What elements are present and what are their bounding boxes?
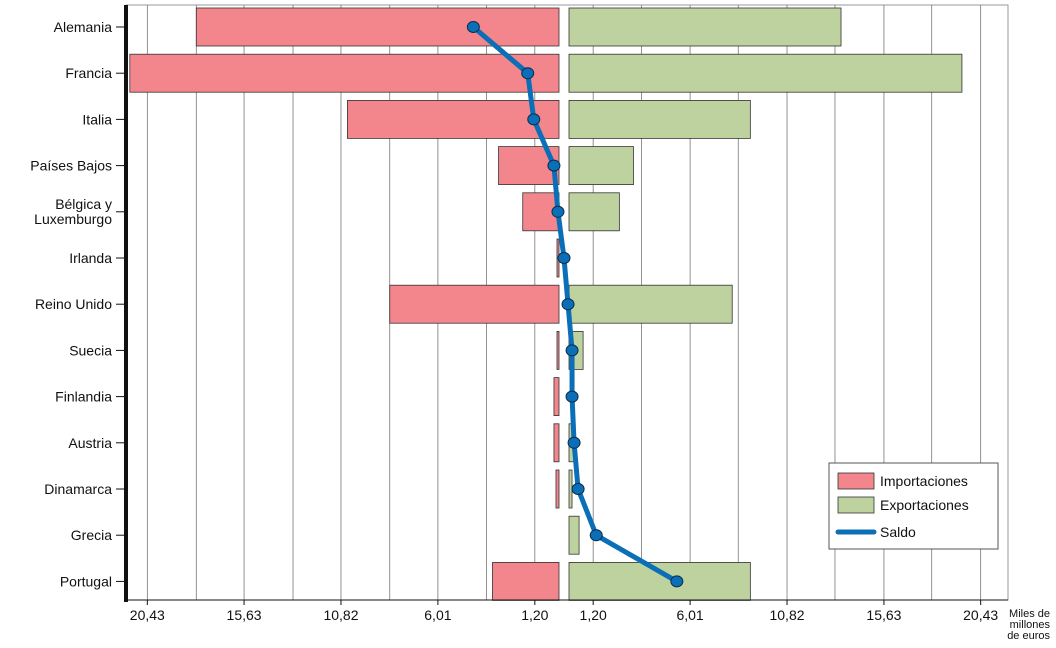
category-label: Finlandia xyxy=(55,389,112,405)
export-bar xyxy=(568,100,751,139)
saldo-point xyxy=(571,483,585,495)
saldo-point xyxy=(466,21,480,33)
import-bar xyxy=(553,377,560,417)
x-tick-label: 6,01 xyxy=(424,607,451,623)
category-label: Suecia xyxy=(69,342,112,358)
saldo-point xyxy=(567,436,581,449)
import-bar xyxy=(555,469,560,509)
saldo-point xyxy=(551,205,565,218)
export-bar xyxy=(568,562,751,601)
saldo-point xyxy=(589,529,603,542)
saldo-point xyxy=(557,252,571,264)
import-bar xyxy=(556,330,560,370)
saldo-point xyxy=(565,390,579,403)
export-bar xyxy=(568,53,963,93)
axes xyxy=(116,5,1008,605)
legend-swatch-exportaciones xyxy=(837,496,875,514)
category-label: Irlanda xyxy=(69,250,112,266)
category-label: Portugal xyxy=(60,573,112,589)
export-bar xyxy=(568,469,573,509)
import-bar xyxy=(389,284,560,324)
x-tick-label: 15,63 xyxy=(866,607,901,623)
export-bar xyxy=(568,7,842,47)
saldo-point xyxy=(547,159,561,172)
category-label: Países Bajos xyxy=(30,158,112,174)
legend-swatch-importaciones xyxy=(837,472,875,490)
x-axis-unit-label: Miles de millones de euros xyxy=(1007,608,1050,642)
labels: Alemania Francia Italia Países Bajos Bélgica… xyxy=(30,19,1050,642)
x-tick-label: 10,82 xyxy=(323,607,358,623)
category-label: Italia xyxy=(82,111,112,127)
x-tick-label: 10,82 xyxy=(769,607,804,623)
x-tick-label: 1,20 xyxy=(580,607,607,623)
saldo-point xyxy=(521,67,535,80)
import-bar xyxy=(195,7,560,47)
category-label: Grecia xyxy=(71,527,112,543)
legend: Importaciones Exportaciones Saldo xyxy=(828,462,999,550)
category-label: Reino Unido xyxy=(35,296,112,312)
legend-label-saldo: Saldo xyxy=(880,524,916,540)
export-bar xyxy=(568,515,580,555)
export-bar xyxy=(568,146,634,186)
import-bar xyxy=(129,53,560,93)
saldo-point xyxy=(565,344,579,357)
x-tick-label: 6,01 xyxy=(676,607,703,623)
import-bar xyxy=(347,100,560,139)
category-label: Alemania xyxy=(54,19,113,35)
bars xyxy=(129,7,963,601)
x-tick-label: 20,43 xyxy=(130,607,165,623)
saldo-point xyxy=(670,575,684,588)
legend-label-exportaciones: Exportaciones xyxy=(880,497,969,513)
import-bar xyxy=(553,423,560,463)
x-tick-label: 1,20 xyxy=(521,607,548,623)
x-tick-label: 20,43 xyxy=(963,607,998,623)
legend-label-importaciones: Importaciones xyxy=(880,473,968,489)
export-bar xyxy=(568,192,620,232)
export-bar xyxy=(568,284,733,324)
saldo-point xyxy=(561,298,575,311)
x-tick-label: 15,63 xyxy=(227,607,262,623)
import-bar xyxy=(492,562,560,601)
category-label: Francia xyxy=(65,65,112,81)
category-label: Austria xyxy=(68,435,112,451)
saldo-point xyxy=(527,113,541,126)
category-label: Dinamarca xyxy=(44,481,112,497)
saldo-line xyxy=(466,21,684,588)
category-label: Bélgica y Luxemburgo xyxy=(34,196,112,227)
